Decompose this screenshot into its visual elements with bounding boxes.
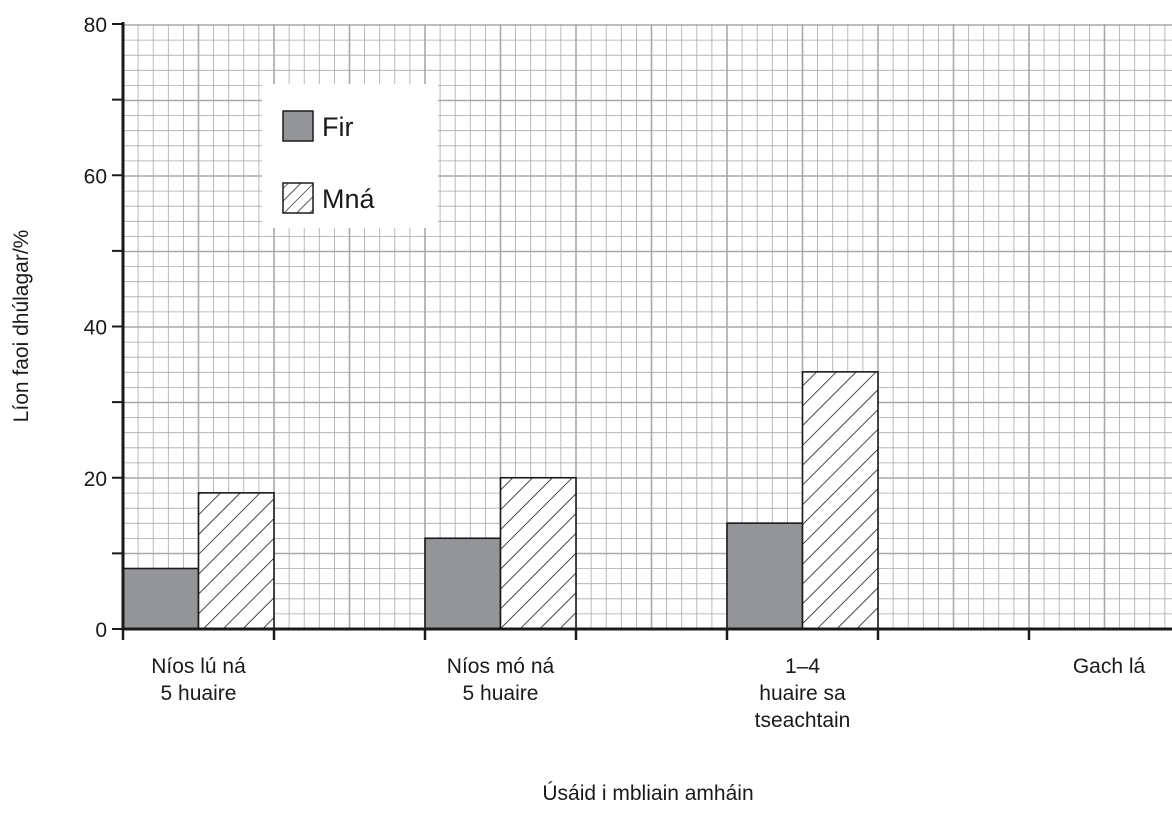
x-category-label-line: Gach lá bbox=[1073, 655, 1146, 678]
bar-fir-2 bbox=[726, 522, 804, 630]
legend: Fir Mná bbox=[262, 84, 438, 228]
x-category-label-line: 1–4 bbox=[785, 655, 820, 678]
legend-label-fir: Fir bbox=[322, 112, 353, 142]
x-axis-title: Úsáid i mbliain amháin bbox=[542, 782, 753, 805]
bar-mna-2 bbox=[801, 371, 879, 630]
y-tick-label: 40 bbox=[84, 317, 107, 340]
y-tick-label: 20 bbox=[84, 468, 107, 491]
x-category-label: Níos lú ná 5 huaire bbox=[151, 655, 246, 705]
x-category-label-line: huaire sa bbox=[759, 682, 846, 705]
bar-mna-0 bbox=[197, 492, 275, 630]
x-category-label-line: Níos lú ná bbox=[151, 655, 246, 678]
bars bbox=[122, 371, 879, 630]
y-tick-labels: 0 20 40 60 80 bbox=[84, 14, 107, 642]
legend-label-mna: Mná bbox=[322, 184, 376, 214]
legend-swatch-mna bbox=[282, 182, 314, 214]
y-tick-label: 80 bbox=[84, 14, 107, 37]
x-category-label-line: Níos mó ná bbox=[447, 655, 555, 678]
x-category-label: 1–4 huaire sa tseachtain bbox=[755, 655, 851, 732]
x-category-label-line: 5 huaire bbox=[463, 682, 539, 705]
y-tick-label: 60 bbox=[84, 165, 107, 188]
bar-fir-1 bbox=[424, 537, 502, 630]
legend-swatch-fir bbox=[282, 110, 314, 142]
x-category-label-line: 5 huaire bbox=[161, 682, 237, 705]
y-axis-title: Líon faoi dhúlagar/% bbox=[10, 230, 33, 423]
x-category-label: Níos mó ná 5 huaire bbox=[447, 655, 555, 705]
axes bbox=[112, 22, 1172, 640]
bar-mna-1 bbox=[499, 476, 577, 630]
x-category-label-line: tseachtain bbox=[755, 709, 851, 732]
y-tick-label: 0 bbox=[95, 619, 107, 642]
x-category-label: Gach lá bbox=[1073, 655, 1146, 678]
bar-fir-0 bbox=[122, 567, 200, 630]
x-tick-labels: Níos lú ná 5 huaire Níos mó ná 5 huaire 1–4 h… bbox=[151, 655, 1145, 732]
